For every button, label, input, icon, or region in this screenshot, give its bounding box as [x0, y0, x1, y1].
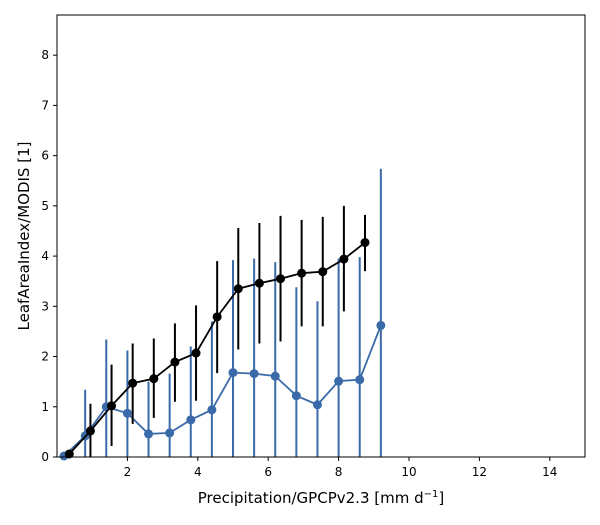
series-1-point — [212, 312, 222, 322]
series-1-point — [191, 348, 201, 358]
series-1-point — [64, 449, 74, 459]
x-axis-label: Precipitation/GPCPv2.3 [mm d−1] — [198, 489, 444, 507]
y-tick-label: 7 — [41, 98, 49, 112]
y-tick-label: 5 — [41, 199, 49, 213]
series-0-point — [355, 375, 365, 385]
x-tick-label: 10 — [401, 465, 416, 479]
series-1 — [64, 205, 370, 459]
series-1-point — [318, 267, 328, 277]
x-axis-label-superscript: −1 — [424, 489, 439, 500]
series-0-line — [63, 325, 382, 457]
y-tick-label: 6 — [41, 149, 49, 163]
y-tick-label: 1 — [41, 400, 49, 414]
x-tick-label: 8 — [335, 465, 343, 479]
series-0-point — [207, 405, 217, 415]
x-tick-label: 12 — [472, 465, 487, 479]
series-1-point — [254, 278, 264, 288]
x-tick-label: 4 — [194, 465, 202, 479]
series-1-point — [107, 401, 117, 411]
series-0-point — [249, 369, 259, 379]
series-0-point — [186, 415, 196, 425]
series-1-point — [85, 426, 95, 436]
series-1-point — [339, 254, 349, 264]
series-1-point — [170, 357, 180, 367]
x-tick-label: 14 — [542, 465, 557, 479]
series-1-point — [128, 378, 138, 388]
series-0-point — [144, 429, 154, 439]
y-axis-label: LeafAreaIndex/MODIS [1] — [15, 142, 33, 331]
y-tick-label: 2 — [41, 350, 49, 364]
series-0-point — [291, 391, 301, 401]
plot-frame — [56, 14, 586, 458]
series-1-point — [276, 274, 286, 284]
series-0-point — [376, 320, 386, 330]
series-0-point — [122, 408, 132, 418]
series-1-point — [297, 268, 307, 278]
x-tick-label: 6 — [264, 465, 272, 479]
series-0-point — [228, 368, 238, 378]
series-1-point — [233, 284, 243, 294]
series-0-point — [334, 376, 344, 386]
series-1-point — [149, 374, 159, 384]
series-0-point — [165, 428, 175, 438]
series-0 — [59, 168, 386, 461]
series-1-point — [360, 238, 370, 248]
y-tick-label: 8 — [41, 48, 49, 62]
y-tick-label: 4 — [41, 249, 49, 263]
series-0-point — [312, 400, 322, 410]
y-tick-label: 3 — [41, 299, 49, 313]
series-layer — [59, 168, 386, 461]
series-0-point — [270, 371, 280, 381]
x-tick-label: 2 — [124, 465, 132, 479]
y-tick-label: 0 — [41, 450, 49, 464]
